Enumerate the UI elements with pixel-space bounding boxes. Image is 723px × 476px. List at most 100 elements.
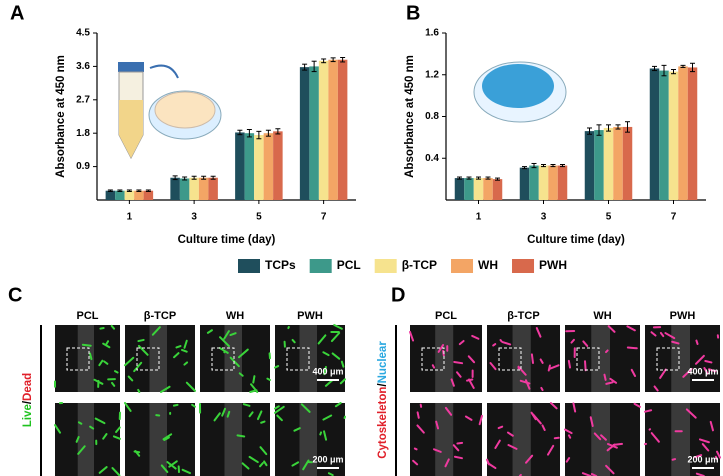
bar bbox=[309, 66, 319, 201]
cell bbox=[497, 425, 504, 430]
cell bbox=[324, 379, 334, 387]
error-bar bbox=[107, 189, 113, 192]
cell bbox=[219, 336, 230, 348]
bar bbox=[548, 165, 558, 200]
cell bbox=[133, 361, 143, 373]
cell bbox=[525, 454, 534, 464]
cell bbox=[572, 402, 577, 413]
cell bbox=[229, 332, 237, 337]
cell bbox=[605, 464, 615, 475]
cell bbox=[517, 365, 527, 376]
scale-bar-label: 400 μm bbox=[312, 366, 343, 376]
bar bbox=[519, 167, 530, 200]
error-bar bbox=[201, 175, 207, 180]
zoom-box bbox=[211, 347, 235, 371]
cell bbox=[606, 443, 618, 449]
cell bbox=[77, 445, 86, 455]
scaffold-strut bbox=[224, 325, 242, 392]
cell bbox=[151, 326, 161, 336]
cell bbox=[226, 410, 231, 418]
cell bbox=[102, 342, 111, 349]
cell bbox=[248, 411, 254, 418]
cell bbox=[444, 406, 453, 416]
error-bar bbox=[210, 175, 216, 180]
cell bbox=[302, 459, 310, 471]
bar bbox=[687, 67, 698, 200]
legend-label: PCL bbox=[337, 258, 361, 272]
cell bbox=[317, 334, 327, 345]
cell bbox=[540, 386, 544, 392]
error-bar bbox=[550, 164, 556, 168]
cell bbox=[467, 355, 476, 364]
dish-medium bbox=[154, 91, 216, 129]
cell bbox=[584, 360, 587, 372]
cell bbox=[659, 368, 667, 379]
bar bbox=[244, 133, 255, 200]
cell bbox=[570, 338, 575, 344]
cell bbox=[327, 472, 334, 476]
bar bbox=[649, 68, 660, 200]
cell bbox=[507, 444, 518, 450]
cell bbox=[530, 353, 534, 365]
cell bbox=[433, 448, 442, 453]
legend-swatch bbox=[451, 259, 474, 273]
error-bar bbox=[330, 57, 336, 63]
cell bbox=[567, 434, 572, 439]
scaffold bbox=[482, 64, 554, 108]
error-bar bbox=[541, 164, 546, 168]
bar bbox=[584, 131, 595, 200]
bar bbox=[318, 60, 329, 201]
panel-label: D bbox=[391, 284, 405, 306]
y-tick-label: 0.9 bbox=[76, 161, 90, 172]
zoom-box bbox=[498, 347, 522, 371]
error-bar bbox=[690, 62, 695, 73]
bar bbox=[538, 165, 549, 200]
bar bbox=[328, 59, 338, 200]
cell bbox=[605, 381, 614, 385]
cell bbox=[605, 349, 609, 354]
cell bbox=[549, 402, 558, 410]
column-label: PWH bbox=[297, 310, 323, 322]
cell bbox=[322, 414, 333, 421]
cell bbox=[695, 339, 699, 346]
zoom-box bbox=[421, 347, 445, 371]
cell bbox=[236, 434, 246, 438]
cell bbox=[213, 412, 221, 422]
bar bbox=[678, 66, 688, 201]
tube-cap bbox=[118, 62, 144, 72]
cell bbox=[589, 416, 594, 428]
cell bbox=[237, 348, 249, 359]
bar bbox=[208, 177, 218, 200]
stain-label: Cytoskeleton/Nuclear bbox=[377, 341, 389, 459]
cell bbox=[98, 466, 108, 474]
cell bbox=[159, 385, 171, 393]
cell bbox=[546, 444, 555, 456]
cell bbox=[714, 455, 718, 460]
cell bbox=[416, 424, 425, 434]
stain-part: Nuclear bbox=[377, 341, 389, 384]
error-bar bbox=[652, 65, 657, 72]
column-label: WH bbox=[593, 310, 611, 322]
cell bbox=[276, 414, 283, 422]
zoom-box bbox=[66, 347, 90, 371]
bar bbox=[198, 177, 209, 200]
cell bbox=[191, 403, 196, 408]
y-axis-label: Absorbance at 450 nm bbox=[55, 55, 67, 178]
panel-label: C bbox=[8, 284, 22, 306]
cell bbox=[671, 340, 680, 345]
error-bar bbox=[466, 176, 472, 180]
cell bbox=[416, 411, 420, 419]
x-tick-label: 1 bbox=[476, 212, 482, 223]
legend-swatch bbox=[512, 259, 535, 273]
cell bbox=[567, 359, 572, 369]
zoom-box bbox=[286, 347, 310, 371]
panel-label: B bbox=[406, 2, 420, 24]
cell bbox=[110, 324, 116, 330]
cell bbox=[183, 361, 189, 366]
cell bbox=[626, 325, 636, 332]
y-tick-label: 1.8 bbox=[76, 128, 90, 139]
cell bbox=[499, 338, 503, 343]
cell bbox=[115, 426, 121, 433]
legend-label: WH bbox=[478, 258, 498, 272]
